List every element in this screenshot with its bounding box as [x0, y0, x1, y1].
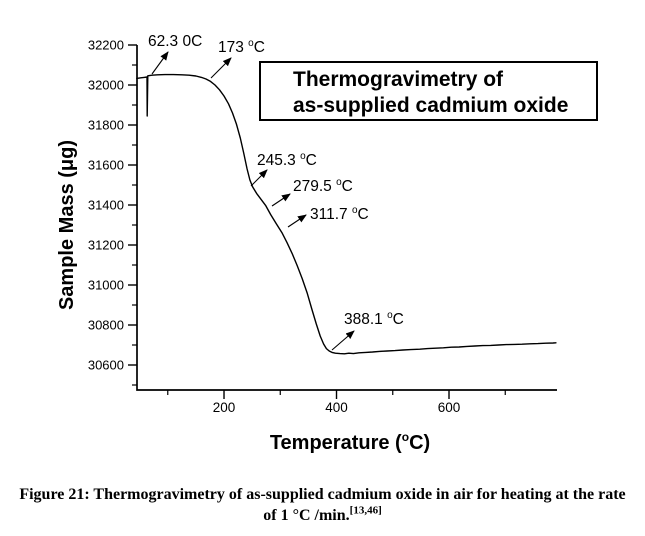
y-axis-title: Sample Mass (μg)	[56, 140, 78, 310]
annotation-arrow	[151, 51, 169, 75]
y-tick-label: 30800	[88, 318, 124, 333]
x-tick-label: 400	[325, 400, 348, 415]
x-tick-label: 600	[438, 400, 461, 415]
caption-line-2-text: of 1 °C /min.	[263, 507, 350, 524]
caption-citation: [13,46]	[349, 504, 382, 517]
axis-ticks	[128, 44, 506, 399]
annotation-arrow	[210, 57, 232, 79]
tga-curve	[136, 73, 557, 355]
annotation-label: 388.1 oC	[344, 310, 404, 328]
chart-title-box: Thermogravimetry of as-supplied cadmium o…	[259, 61, 598, 121]
data-curve	[136, 73, 557, 355]
title-box-line: as-supplied cadmium oxide	[293, 94, 568, 117]
x-tick-label: 200	[213, 400, 236, 415]
annotation-label: 311.7 oC	[310, 205, 369, 223]
axis-titles: Temperature (oC) Sample Mass (μg)	[56, 140, 430, 454]
annotation-arrow	[287, 214, 307, 228]
caption-line-1: Figure 21: Thermogravimetry of as-suppli…	[19, 486, 626, 503]
axes	[136, 45, 557, 391]
annotation-label: 173 oC	[218, 38, 265, 56]
annotation-arrow	[331, 330, 355, 351]
y-tick-label: 31600	[88, 158, 124, 173]
x-axis-title: Temperature (oC)	[270, 430, 430, 454]
y-tick-label: 32000	[88, 78, 124, 93]
tga-chart: 32200 32000 31800 31600 31400 31200 31000 30800…	[56, 33, 598, 454]
y-tick-label: 31400	[88, 198, 124, 213]
axis-lines	[136, 45, 557, 391]
annotation-arrow	[271, 193, 291, 207]
annotation-arrow	[250, 169, 268, 187]
y-tick-label: 31800	[88, 118, 124, 133]
annotations: 62.3 0C 173 oC 245.3 oC 279.5 oC 311.7 oC 388…	[148, 33, 404, 351]
figure-caption: Figure 21: Thermogravimetry of as-suppli…	[0, 484, 645, 526]
annotation-label: 62.3 0C	[148, 33, 202, 50]
annotation-label: 279.5 oC	[293, 177, 353, 195]
caption-line-2: of 1 °C /min.[13,46]	[0, 505, 645, 526]
y-tick-label: 31000	[88, 278, 124, 293]
y-tick-label: 32200	[88, 38, 124, 53]
y-tick-label: 30600	[88, 358, 124, 373]
title-box-frame	[259, 61, 598, 121]
annotation-label: 245.3 oC	[257, 151, 317, 169]
axis-tick-labels: 32200 32000 31800 31600 31400 31200 31000 30800…	[88, 38, 460, 416]
title-box-line: Thermogravimetry of	[293, 68, 504, 91]
y-tick-label: 31200	[88, 238, 124, 253]
